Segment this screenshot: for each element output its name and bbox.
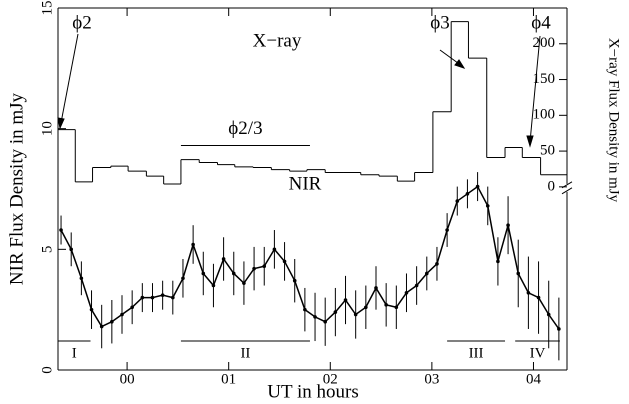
nir-point: [282, 259, 287, 264]
x-tick-label: 03: [424, 371, 439, 387]
nir-point: [323, 319, 327, 324]
nir-point: [313, 315, 317, 319]
nir-point: [364, 305, 368, 310]
nir-point: [79, 276, 84, 281]
series-label: NIR: [289, 173, 322, 194]
y-tick-label: 10: [39, 121, 55, 136]
nir-point: [424, 271, 429, 276]
nir-point: [262, 264, 267, 269]
nir-point: [171, 295, 175, 300]
nir-point: [99, 324, 104, 329]
nir-point: [536, 295, 541, 300]
nir-point: [303, 307, 307, 312]
series-label: X−ray: [253, 30, 302, 51]
nir-point: [485, 204, 490, 208]
nir-point: [191, 242, 195, 247]
interval-label: III: [469, 345, 484, 361]
nir-point: [292, 278, 297, 283]
nir-point: [526, 290, 531, 295]
nir-point: [394, 305, 399, 310]
nir-point: [516, 271, 521, 276]
nir-point: [140, 295, 145, 300]
nir-point: [384, 303, 388, 307]
phase-label: ϕ2: [72, 12, 92, 33]
x-tick-label: 02: [323, 371, 338, 387]
x-axis-label: UT in hours: [267, 381, 358, 402]
nir-point: [353, 312, 358, 317]
phase-label: ϕ3: [430, 12, 450, 33]
nir-line: [60, 185, 560, 330]
y-tick-label: 15: [39, 1, 55, 16]
nir-point: [242, 281, 246, 285]
nir-point: [130, 305, 134, 310]
nir-point: [272, 247, 277, 252]
interval-label: I: [72, 345, 77, 361]
nir-point: [435, 262, 439, 266]
x-tick-label: 01: [221, 371, 236, 387]
axis-break: [561, 187, 573, 195]
y2-tick-label: 100: [533, 107, 556, 123]
x-tick-label: 04: [526, 371, 542, 387]
y2-tick-label: 150: [533, 71, 556, 87]
nir-point: [160, 293, 165, 297]
nir-point: [110, 319, 114, 324]
nir-point: [211, 283, 216, 288]
nir-point: [181, 276, 185, 281]
nir-point: [506, 223, 510, 227]
nir-point: [445, 228, 449, 232]
nir-point: [333, 310, 338, 314]
interval-label: IV: [530, 345, 546, 361]
nir-point: [455, 199, 460, 203]
nir-point: [496, 259, 500, 264]
nir-point: [252, 266, 256, 271]
nir-point: [59, 228, 63, 232]
interval-label: II: [240, 345, 250, 361]
nir-point: [343, 298, 348, 302]
nir-point: [414, 283, 419, 288]
nir-point: [404, 290, 409, 295]
nir-point: [465, 192, 470, 196]
nir-point: [546, 312, 551, 317]
arrows: [57, 33, 541, 148]
nir-point: [231, 271, 236, 276]
y-tick-label: 5: [39, 246, 55, 254]
nir-point: [120, 312, 124, 317]
y-tick-label: 0: [39, 366, 55, 374]
nir-point: [201, 271, 206, 276]
y2-tick-label: 50: [540, 143, 555, 159]
phase-label: ϕ2/3: [228, 118, 262, 139]
phase-label: ϕ4: [531, 12, 551, 33]
y2-tick-label: 200: [533, 35, 556, 51]
nir-point: [557, 327, 561, 331]
nir-point: [150, 295, 155, 300]
nir-point: [374, 286, 378, 290]
y-axis-label: NIR Flux Density in mJy: [6, 92, 27, 285]
nir-point: [221, 257, 226, 261]
y2-axis-label: X−ray Flux Density in mJy: [606, 38, 622, 203]
y2-tick-label: 0: [548, 178, 556, 194]
nir-point: [69, 247, 74, 252]
nir-point: [89, 307, 94, 312]
x-tick-label: 00: [120, 371, 135, 387]
nir-point: [475, 184, 480, 189]
